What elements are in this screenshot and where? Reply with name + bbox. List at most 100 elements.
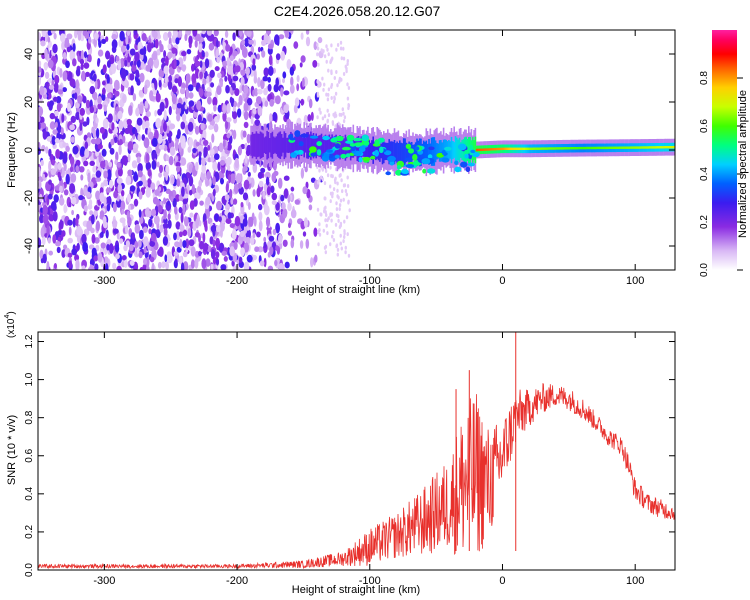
noise-blob [167,213,171,221]
top-y-axis: -40 -20 0 20 40 [23,48,675,254]
noise-blob [177,128,181,138]
noise-blob [107,169,112,180]
signal-core [499,147,502,151]
noise-blob [275,53,281,61]
noise-blob [79,58,85,65]
signal-band [441,142,443,159]
noise-blob [159,224,164,233]
noise-blob [59,68,63,78]
signal-core [542,147,544,150]
noise-blob [149,256,155,263]
noise-blob [99,126,105,134]
noise-blob [78,195,84,201]
noise-blob [293,104,298,114]
noise-blob [326,108,329,113]
noise-blob [324,169,328,173]
noise-blob [148,218,153,227]
signal-blob [427,154,433,159]
noise-blob [219,173,225,179]
noise-blob [212,96,218,107]
signal-core [616,146,619,149]
noise-blob [129,73,135,81]
noise-blob [153,215,160,225]
noise-blob [91,233,96,244]
noise-blob [290,238,295,249]
signal-core [487,148,490,151]
signal-core [643,146,645,149]
signal-band [357,136,360,162]
signal-core [494,148,497,151]
signal-core [590,146,592,150]
noise-blob [171,93,177,105]
signal-core [661,146,664,149]
noise-blob [229,96,233,104]
noise-blob [67,237,73,244]
noise-blob [243,110,249,121]
noise-blob [216,113,221,120]
noise-blob [262,76,269,82]
x-tick-label: 0 [499,275,505,287]
noise-blob [299,62,303,68]
noise-blob [216,225,221,233]
noise-blob [275,222,280,234]
noise-blob [229,188,233,199]
noise-blob [163,209,167,220]
noise-blob [69,183,76,194]
noise-blob [113,190,118,199]
signal-band [290,131,292,159]
noise-blob [213,30,219,37]
x-tick-label: 100 [626,575,644,587]
signal-core [627,146,629,149]
noise-blob [316,79,320,84]
noise-blob [120,45,126,53]
noise-blob [294,97,300,107]
noise-blob [308,98,313,109]
noise-blob [213,104,217,112]
noise-blob [49,112,55,120]
signal-band [307,132,309,159]
noise-blob [267,43,274,50]
signal-core [612,146,615,149]
noise-blob [95,117,99,124]
noise-blob [254,113,260,120]
noise-blob [176,165,181,173]
noise-blob [163,217,168,224]
signal-band [286,137,288,153]
noise-blob [109,147,115,155]
noise-blob [323,82,326,87]
noise-blob [137,239,142,248]
noise-blob [282,208,288,219]
noise-blob [146,265,150,270]
signal-core [479,148,482,151]
noise-blob [47,59,54,69]
noise-blob [164,254,168,263]
noise-blob [271,172,277,183]
noise-blob [85,71,90,77]
noise-blob [74,92,78,100]
noise-blob [97,103,103,110]
signal-core [531,147,534,150]
noise-blob [340,178,343,183]
noise-blob [294,199,300,205]
noise-blob [232,111,238,120]
noise-blob [129,260,135,266]
noise-blob [305,30,310,35]
noise-blob [82,241,88,253]
top-x-axis: -300 -200 -100 0 100 [93,30,644,287]
noise-blob [345,69,348,74]
signal-core [600,146,603,150]
signal-blob [349,143,356,147]
signal-core [574,147,576,150]
signal-band [266,130,268,160]
noise-blob [337,195,340,200]
noise-blob [227,74,232,82]
noise-blob [188,239,195,247]
signal-core [539,147,542,150]
noise-blob [233,50,238,57]
signal-band [258,133,260,157]
noise-blob [323,181,327,186]
bottom-y-axis: 0.0 0.2 0.4 0.6 0.8 1.0 1.2 [24,334,675,577]
noise-blob [342,56,346,61]
noise-blob [52,129,58,135]
